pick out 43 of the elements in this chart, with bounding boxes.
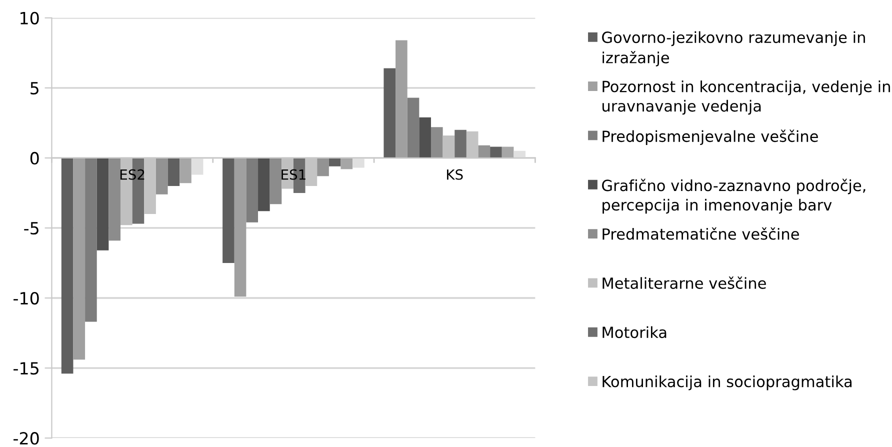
y-tick-label: 0 xyxy=(30,152,39,165)
legend-label: Metaliterarne veščine xyxy=(602,276,766,289)
x-tick-label: ES2 xyxy=(120,169,144,180)
bar xyxy=(478,145,490,158)
bar xyxy=(340,158,353,170)
bar xyxy=(258,158,270,212)
bar xyxy=(108,158,120,241)
bar xyxy=(490,146,502,158)
bar xyxy=(234,158,246,297)
bar xyxy=(85,158,97,322)
bar xyxy=(502,146,514,158)
bar xyxy=(407,98,420,158)
bar xyxy=(246,158,258,222)
y-tick-label: -15 xyxy=(14,362,38,375)
legend-label: Komunikacija in sociopragmatika xyxy=(602,375,852,390)
bar xyxy=(73,158,86,360)
bar xyxy=(61,158,74,374)
bar xyxy=(396,40,408,158)
bar xyxy=(384,68,396,158)
y-tick-label: 10 xyxy=(20,12,39,24)
bar xyxy=(96,158,109,250)
bar xyxy=(168,158,180,186)
bar xyxy=(454,130,466,158)
bar xyxy=(317,158,329,176)
bar xyxy=(419,117,431,158)
bar xyxy=(328,158,341,166)
x-tick-label: KS xyxy=(447,169,463,180)
y-tick-label: 5 xyxy=(30,82,38,94)
legend-label: Grafično vidno-zaznavno področje, percepcija in imenovanje barv xyxy=(602,178,866,214)
legend-label: Pozornost in koncentracija, vedenje in uravnavanje vedenja xyxy=(602,80,890,115)
bar xyxy=(222,158,234,263)
bar xyxy=(180,158,192,184)
y-tick-label: -5 xyxy=(24,222,38,235)
x-tick-label: ES1 xyxy=(282,169,306,180)
bar xyxy=(156,158,168,194)
bar xyxy=(270,158,282,204)
legend-label: Govorno-jezikovno razumevanje in izražanje xyxy=(602,31,865,66)
legend-label: Predmatematične veščine xyxy=(602,227,799,240)
bar xyxy=(430,127,443,158)
legend-label: Predopismenjevalne veščine xyxy=(602,130,818,146)
y-tick-label: -10 xyxy=(14,292,39,305)
y-tick-label: -20 xyxy=(14,432,39,445)
legend-label: Motorika xyxy=(602,326,666,338)
